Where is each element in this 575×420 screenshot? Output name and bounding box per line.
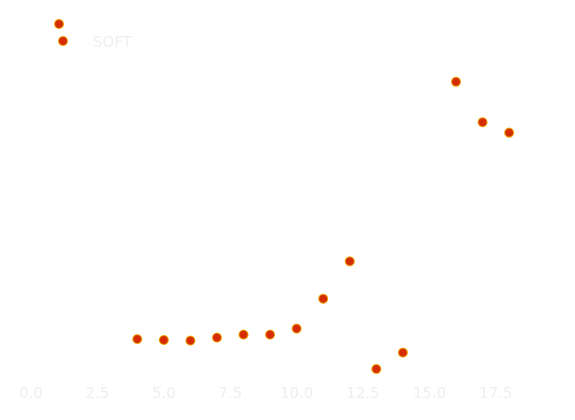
data-point xyxy=(344,256,355,267)
data-point xyxy=(158,335,169,346)
x-tick-label: 15.0 xyxy=(413,384,446,402)
x-tick-label: 5.0 xyxy=(152,384,176,402)
x-tick-label: 2.5 xyxy=(85,384,109,402)
data-point xyxy=(504,127,515,138)
data-point xyxy=(291,323,302,334)
data-point xyxy=(318,293,329,304)
data-point xyxy=(265,329,276,340)
data-point xyxy=(185,335,196,346)
x-axis-ticks: 0.0 2.5 5.0 7.5 10.0 12.5 15.0 17.5 xyxy=(19,384,513,402)
x-tick-label: 7.5 xyxy=(218,384,242,402)
scatter-points xyxy=(132,76,515,375)
legend: SOFT xyxy=(54,19,133,51)
legend-marker xyxy=(58,36,68,46)
data-point xyxy=(477,117,488,128)
x-tick-label: 12.5 xyxy=(346,384,379,402)
legend-label: SOFT xyxy=(93,33,133,51)
data-point xyxy=(451,76,462,87)
x-tick-label: 10.0 xyxy=(280,384,313,402)
data-point xyxy=(238,329,249,340)
x-tick-label: 0.0 xyxy=(19,384,43,402)
data-point xyxy=(211,332,222,343)
data-point xyxy=(132,334,143,345)
data-point xyxy=(371,364,382,375)
x-tick-label: 17.5 xyxy=(479,384,512,402)
legend-marker xyxy=(54,19,64,29)
data-point xyxy=(397,347,408,358)
